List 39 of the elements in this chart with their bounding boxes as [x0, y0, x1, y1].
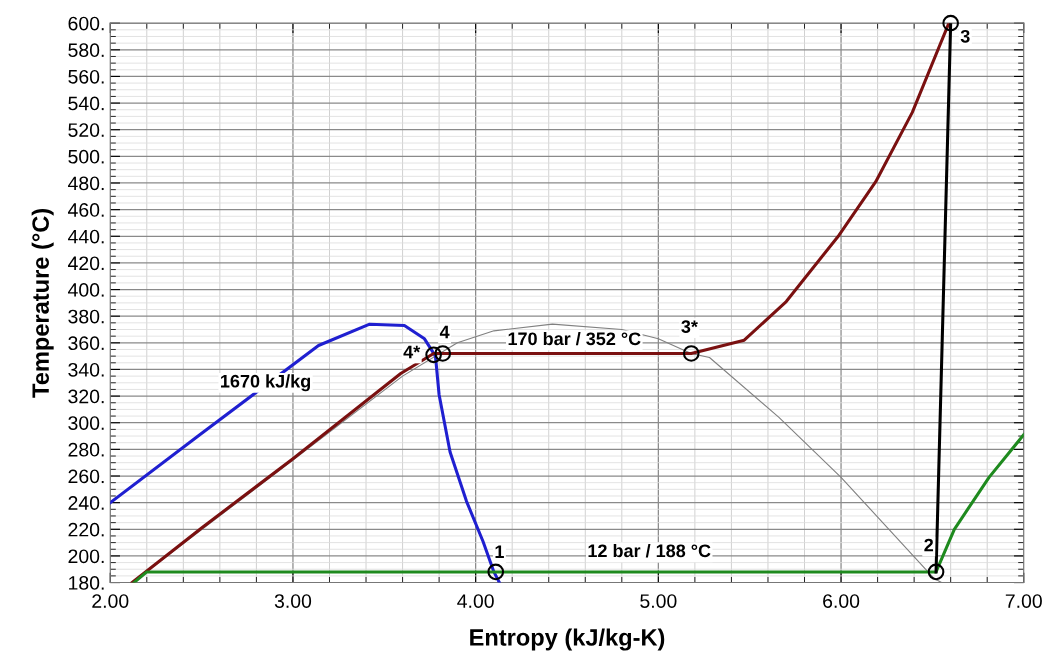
annotation: 3*	[681, 320, 698, 334]
x-axis-title: Entropy (kJ/kg-K)	[470, 628, 665, 651]
annotation: 170 bar / 352 °C	[508, 331, 641, 346]
y-tick-label: 420.	[67, 256, 104, 271]
annotation: 3	[960, 29, 970, 43]
y-tick-label: 400.	[67, 283, 104, 297]
x-tick-label: 2.00	[92, 594, 129, 608]
y-tick-label: 460.	[67, 203, 104, 217]
annotation: 1670 kJ/kg	[221, 374, 311, 392]
y-tick-label: 600.	[68, 16, 104, 31]
annotation: 4	[439, 325, 450, 339]
y-tick-label: 540.	[68, 96, 104, 111]
y-tick-label: 220.	[68, 522, 104, 537]
annotation: 2	[924, 538, 934, 552]
y-tick-label: 500.	[68, 149, 104, 164]
y-tick-label: 520.	[68, 123, 104, 137]
x-tick-label: 3.00	[274, 594, 312, 608]
annotation: 4*	[403, 345, 421, 359]
y-tick-label: 580.	[68, 43, 104, 58]
y-tick-label: 560.	[68, 69, 104, 84]
y-tick-label: 260.	[68, 469, 104, 484]
y-tick-label: 180.	[69, 576, 104, 590]
y-tick-label: 340.	[68, 362, 104, 377]
y-tick-label: 380.	[68, 309, 104, 324]
x-tick-label: 7.00	[1005, 594, 1042, 608]
y-tick-label: 240.	[68, 496, 104, 510]
y-tick-label: 480.	[67, 176, 104, 191]
y-tick-label: 200.	[68, 549, 104, 564]
x-tick-label: 5.00	[640, 594, 677, 608]
y-tick-label: 440.	[67, 229, 104, 244]
y-axis-title: Temperature (°C)	[31, 209, 54, 398]
y-tick-label: 280.	[68, 442, 104, 457]
y-tick-label: 320.	[68, 389, 104, 404]
x-tick-label: 6.00	[823, 594, 860, 608]
y-tick-label: 360.	[68, 336, 104, 351]
annotation: 12 bar / 188 °C	[588, 543, 711, 558]
x-tick-label: 4.00	[457, 594, 494, 608]
annotation: 1	[495, 545, 504, 558]
y-tick-label: 300.	[68, 416, 104, 430]
